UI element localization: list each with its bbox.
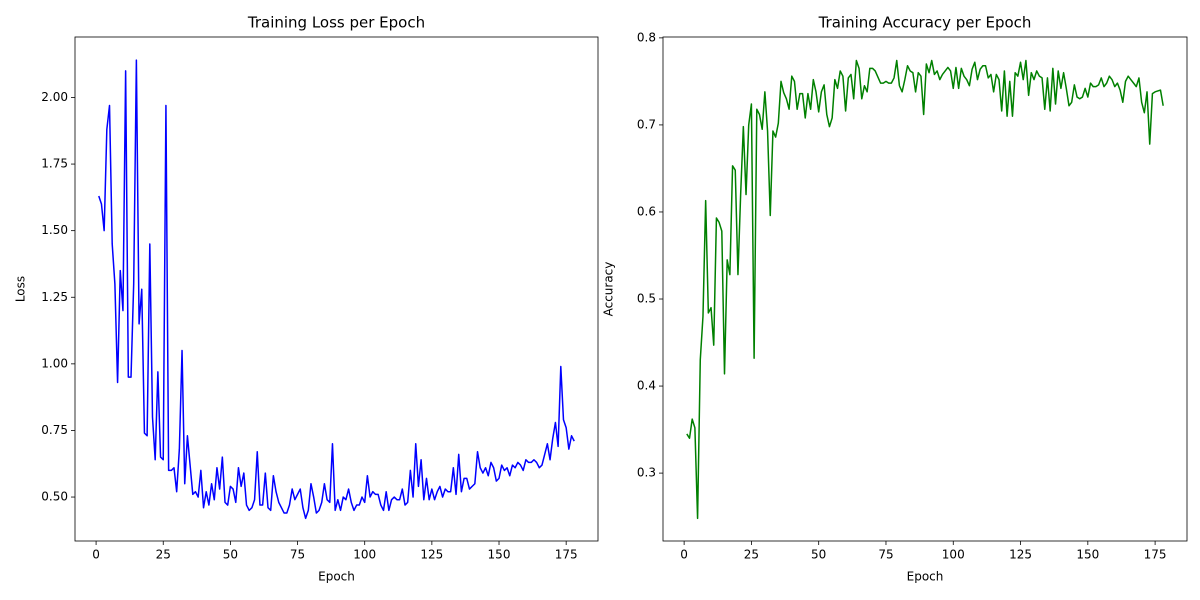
x-tick-label: 75: [878, 548, 893, 562]
x-tick-label: 25: [744, 548, 759, 562]
y-tick-label: 0.8: [637, 30, 656, 44]
x-tick-label: 75: [290, 548, 305, 562]
data-line: [98, 59, 575, 520]
chart-title: Training Loss per Epoch: [247, 14, 425, 32]
y-tick-label: 1.25: [41, 290, 68, 304]
y-tick-label: 0.4: [637, 379, 656, 393]
x-tick-label: 150: [488, 548, 511, 562]
y-tick-label: 0.75: [41, 423, 68, 437]
data-line: [686, 59, 1164, 520]
x-tick-label: 175: [555, 548, 578, 562]
y-tick-label: 1.75: [41, 157, 68, 171]
y-tick-label: 0.6: [637, 204, 656, 218]
x-tick-label: 125: [420, 548, 443, 562]
x-axis-label: Epoch: [318, 570, 355, 584]
x-tick-label: 0: [92, 548, 100, 562]
x-axis-label: Epoch: [907, 570, 944, 584]
y-tick-label: 1.00: [41, 356, 68, 370]
y-tick-label: 1.50: [41, 223, 68, 237]
axes-frame: [74, 36, 599, 542]
x-tick-label: 0: [680, 548, 688, 562]
x-tick-label: 25: [156, 548, 171, 562]
x-tick-label: 100: [353, 548, 376, 562]
y-tick-label: 0.7: [637, 117, 656, 131]
y-axis-label: Loss: [14, 276, 28, 302]
x-tick-label: 50: [811, 548, 826, 562]
y-tick-label: 0.3: [637, 466, 656, 480]
chart-title: Training Accuracy per Epoch: [818, 14, 1032, 32]
x-tick-label: 100: [942, 548, 965, 562]
x-tick-label: 50: [223, 548, 238, 562]
axes-frame: [662, 36, 1188, 542]
y-tick-label: 2.00: [41, 90, 68, 104]
x-tick-label: 150: [1076, 548, 1099, 562]
y-axis-label: Accuracy: [602, 262, 616, 317]
y-tick-label: 0.5: [637, 292, 656, 306]
x-tick-label: 175: [1144, 548, 1167, 562]
x-tick-label: 125: [1009, 548, 1032, 562]
y-tick-label: 0.50: [41, 490, 68, 504]
